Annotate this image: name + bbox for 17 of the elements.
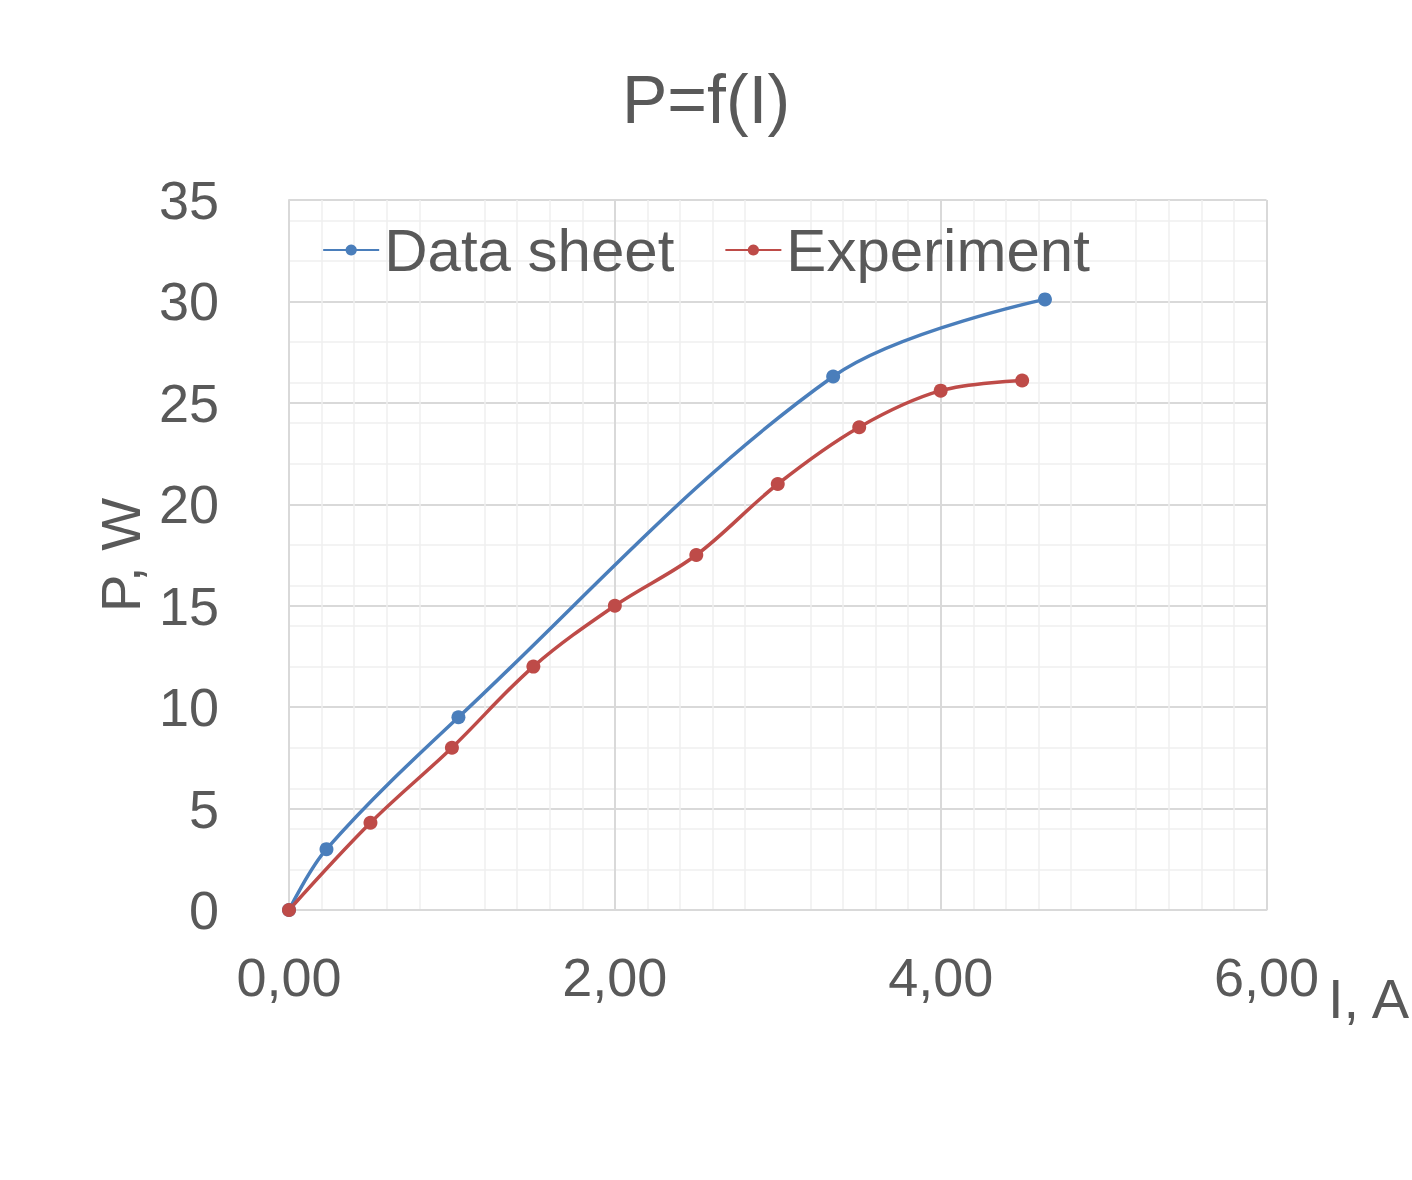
y-tick-label: 10 xyxy=(158,677,219,738)
legend-label: Data sheet xyxy=(384,216,675,284)
y-axis-title: P, W xyxy=(88,497,152,613)
y-tick-label: 15 xyxy=(158,575,219,636)
y-tick-label: 35 xyxy=(158,170,219,230)
chart-title: P=f(I) xyxy=(621,61,791,137)
x-tick-label: 6,00 xyxy=(1213,947,1320,1007)
x-tick-label: 4,00 xyxy=(888,947,994,1007)
legend-label: Experiment xyxy=(786,216,1091,284)
y-tick-label: 5 xyxy=(188,778,219,839)
x-axis-title: I, A xyxy=(1328,966,1410,1030)
y-tick-label: 30 xyxy=(158,271,219,332)
y-tick-label: 25 xyxy=(158,372,219,433)
x-tick-label: 2,00 xyxy=(562,947,668,1007)
y-tick-label: 20 xyxy=(158,474,219,535)
x-tick-label: 0,00 xyxy=(236,947,342,1007)
y-tick-label: 0 xyxy=(188,880,219,940)
